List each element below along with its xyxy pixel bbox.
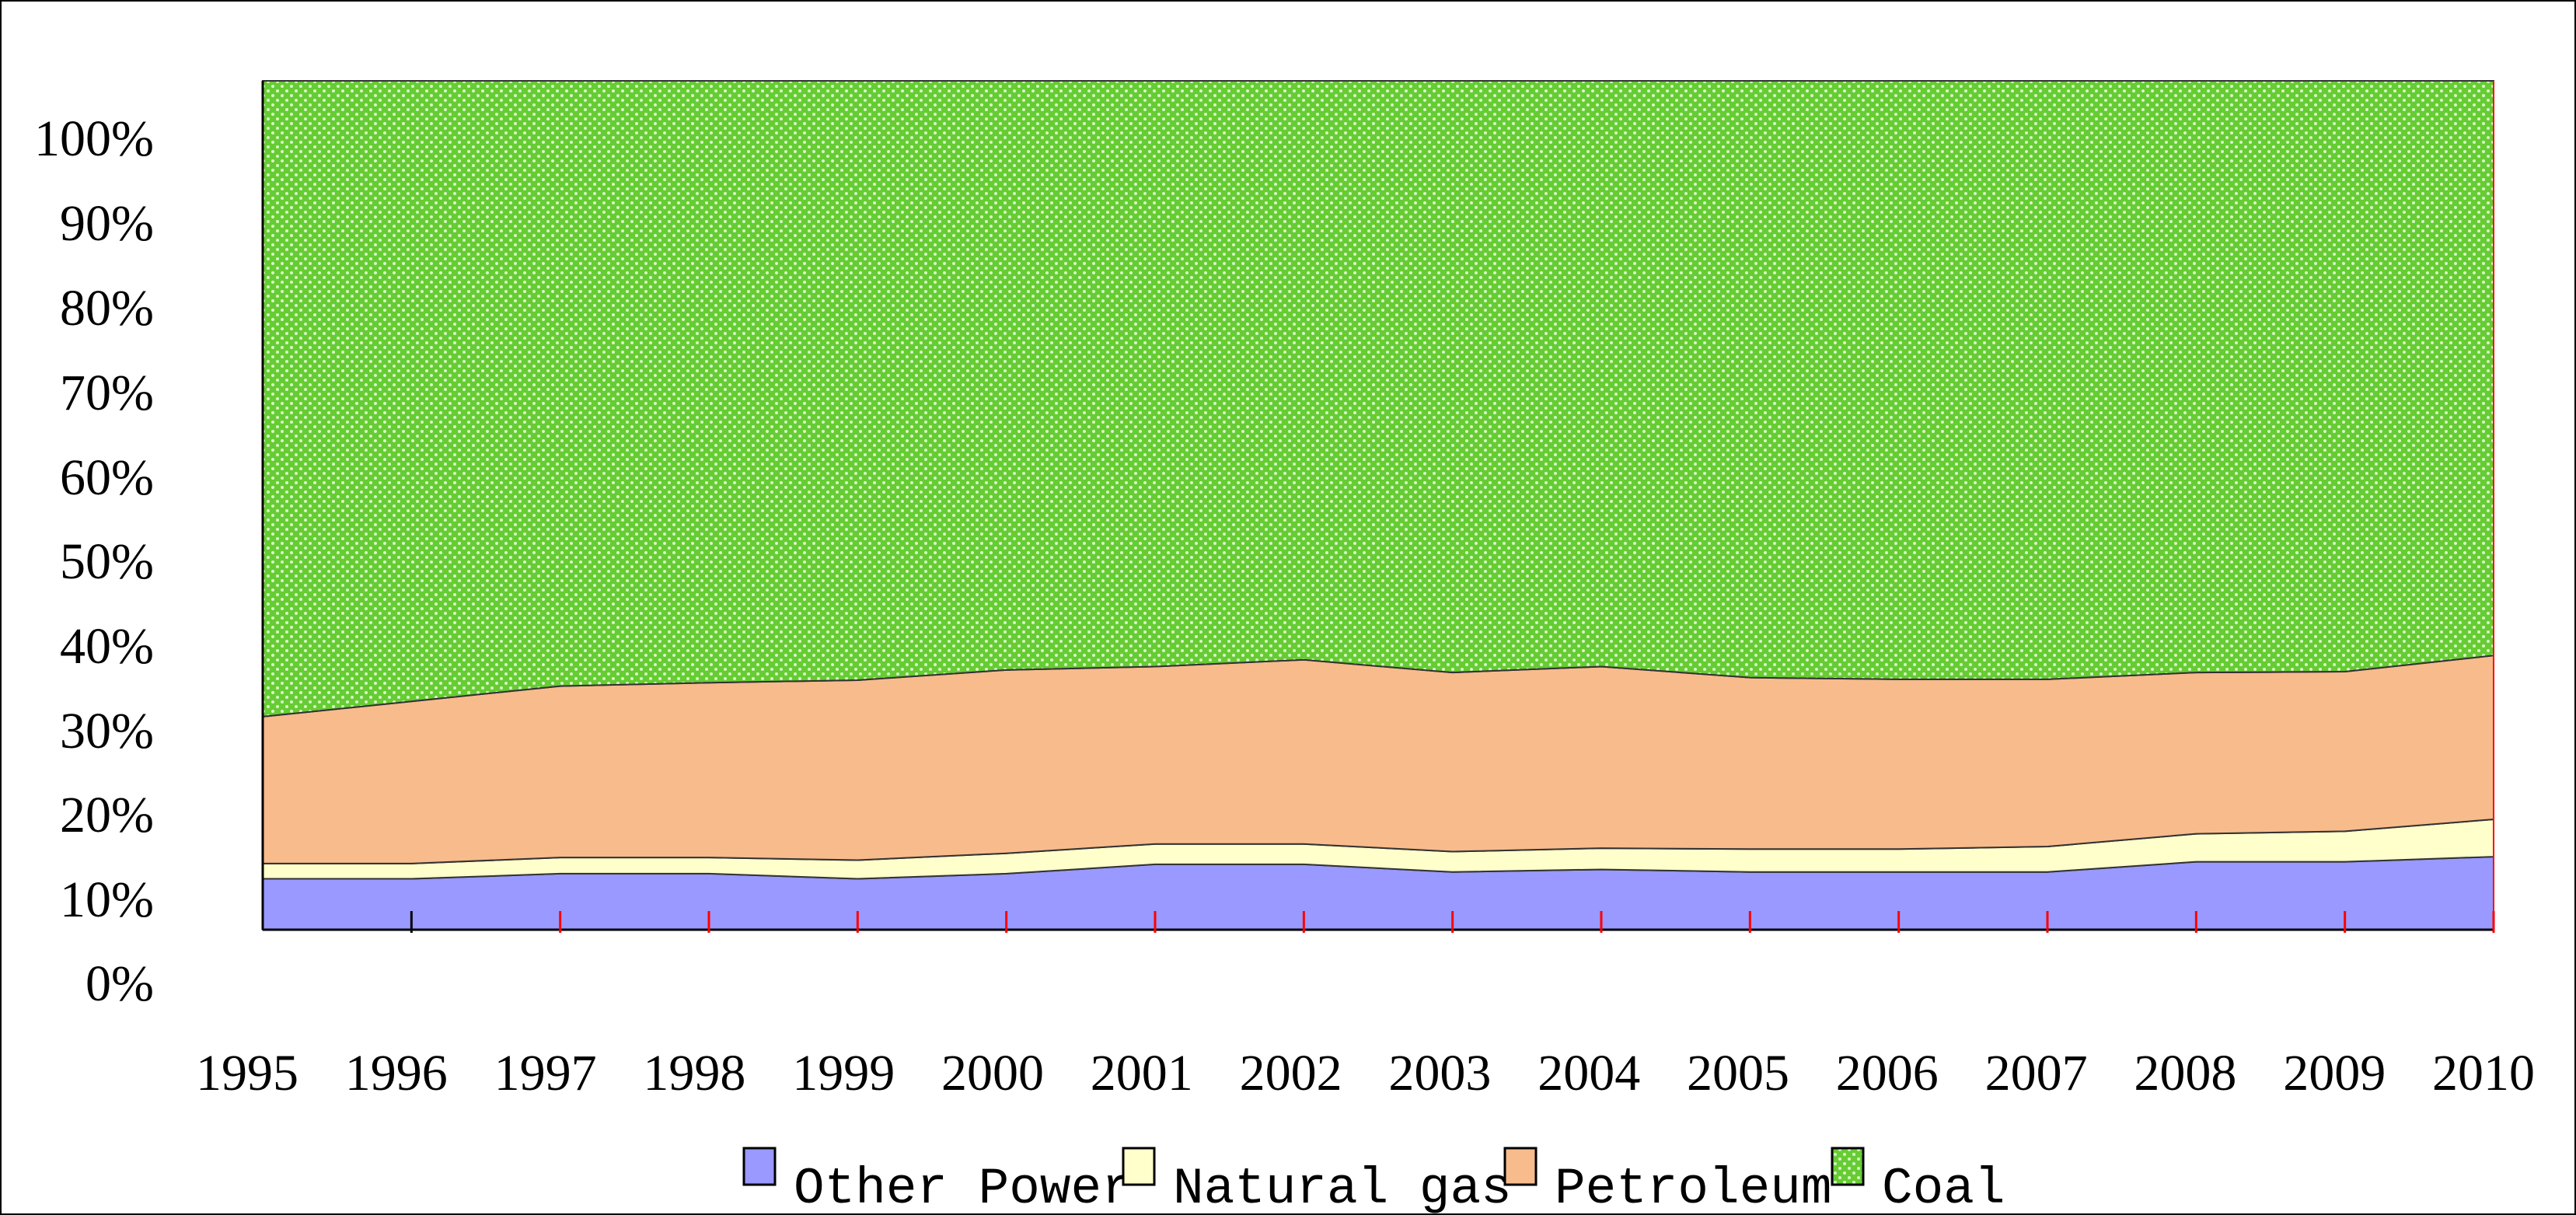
y-tick-label: 100% bbox=[34, 110, 154, 167]
legend: Other Power Natural gas Petroleum Coal bbox=[742, 1147, 2005, 1215]
y-tick-label: 10% bbox=[60, 871, 154, 928]
y-tick-label: 90% bbox=[60, 195, 154, 252]
x-tick-label: 1995 bbox=[196, 1045, 298, 1102]
x-tick-label: 2006 bbox=[1836, 1045, 1939, 1102]
legend-swatch-coal bbox=[1831, 1147, 1865, 1186]
x-tick-label: 2010 bbox=[2432, 1045, 2535, 1102]
x-tick-label: 2009 bbox=[2283, 1045, 2386, 1102]
legend-label-other-power: Other Power bbox=[794, 1160, 1133, 1215]
y-tick-label: 80% bbox=[60, 280, 154, 337]
x-tick-label: 2005 bbox=[1687, 1045, 1789, 1102]
legend-label-coal: Coal bbox=[1882, 1160, 2005, 1215]
y-tick-label: 30% bbox=[60, 703, 154, 759]
legend-swatch-other-power bbox=[742, 1147, 777, 1186]
x-tick-label: 1999 bbox=[792, 1045, 895, 1102]
x-tick-label: 2008 bbox=[2134, 1045, 2236, 1102]
x-tick-label: 1998 bbox=[643, 1045, 745, 1102]
area-coal bbox=[262, 80, 2494, 718]
x-tick-label: 1996 bbox=[345, 1045, 448, 1102]
legend-label-natural-gas: Natural gas bbox=[1173, 1160, 1512, 1215]
x-tick-label: 1997 bbox=[494, 1045, 597, 1102]
y-tick-label: 20% bbox=[60, 787, 154, 843]
y-tick-label: 40% bbox=[60, 618, 154, 675]
x-tick-label: 2004 bbox=[1538, 1045, 1640, 1102]
y-tick-label: 70% bbox=[60, 365, 154, 421]
legend-label-petroleum: Petroleum bbox=[1555, 1160, 1831, 1215]
legend-swatch-natural-gas bbox=[1122, 1147, 1156, 1186]
axes bbox=[261, 81, 2495, 933]
x-axis-ticks: 1995 1996 1997 1998 1999 2000 2001 2002 2003 2004… bbox=[196, 1045, 2535, 1102]
y-tick-label: 0% bbox=[86, 955, 154, 1012]
x-tick-label: 2000 bbox=[941, 1045, 1044, 1102]
y-tick-label: 60% bbox=[60, 449, 154, 506]
x-tick-label: 2002 bbox=[1240, 1045, 1342, 1102]
area-petroleum bbox=[262, 655, 2494, 864]
y-axis-ticks: 100% 90% 80% 70% 60% 50% 40% 30% 20% 10% 0% bbox=[34, 110, 154, 1012]
area-layers bbox=[262, 80, 2494, 930]
x-tick-label: 2001 bbox=[1091, 1045, 1193, 1102]
y-tick-label: 50% bbox=[60, 533, 154, 590]
legend-swatch-petroleum bbox=[1503, 1147, 1538, 1186]
x-tick-label: 2007 bbox=[1985, 1045, 2088, 1102]
x-tick-label: 2003 bbox=[1388, 1045, 1491, 1102]
